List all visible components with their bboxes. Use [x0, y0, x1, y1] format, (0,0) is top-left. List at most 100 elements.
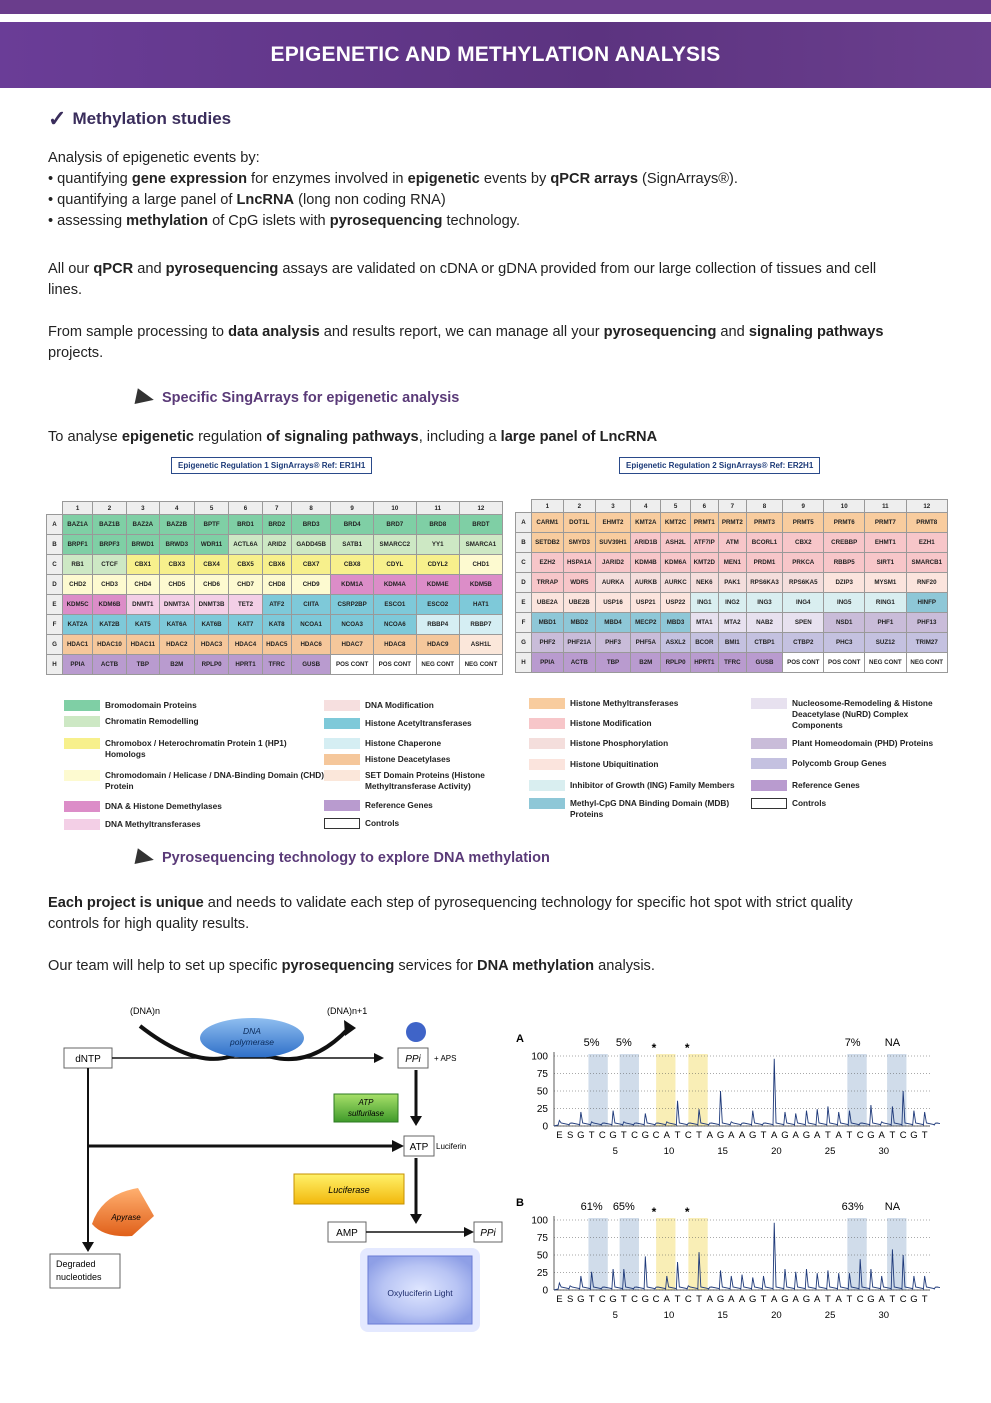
arrow-bullet-icon — [134, 388, 156, 408]
grid-cell: PPIA — [531, 652, 564, 673]
sequence-letter: S — [567, 1294, 573, 1305]
grid-cell: CHD2 — [61, 574, 94, 595]
grid-cell: KAT5 — [125, 614, 160, 635]
peak-annotation: 7% — [845, 1037, 861, 1049]
grid-row-header: B — [515, 532, 532, 553]
sequence-letter: G — [577, 1130, 584, 1141]
legend-item: Histone Methyltransferases — [529, 698, 739, 709]
grid-cell: KAT7 — [228, 614, 263, 635]
page-header: EPIGENETIC AND METHYLATION ANALYSIS — [0, 22, 991, 88]
grid-cell: POS CONT — [823, 652, 866, 673]
grid-cell: BAZ1A — [61, 514, 94, 535]
svg-text:PPi: PPi — [480, 1228, 496, 1239]
sequence-letter: G — [867, 1130, 874, 1141]
legend-item: Methyl-CpG DNA Binding Domain (MDB) Prot… — [529, 798, 739, 820]
sequence-letter: T — [922, 1130, 928, 1141]
grid-cell: NEG CONT — [864, 652, 907, 673]
grid-cell: HDAC6 — [290, 634, 332, 655]
sequence-letter: C — [685, 1130, 692, 1141]
peak-annotation: NA — [885, 1037, 901, 1049]
grid-cell: PHF5A — [630, 632, 662, 653]
grid-cell: PRMT7 — [864, 512, 907, 533]
grid-cell: CSRP2BP — [330, 594, 374, 615]
legend-swatch — [64, 738, 100, 749]
grid-cell: KMT2C — [660, 512, 691, 533]
legend-swatch — [751, 698, 787, 709]
legend-item: Controls — [324, 818, 524, 829]
grid-cell: ATF7IP — [689, 532, 719, 553]
grid-column-header: 2 — [562, 499, 596, 513]
highlight-band — [887, 1054, 907, 1126]
legend-item: DNA Methyltransferases — [64, 819, 304, 830]
grid-cell: RPLP0 — [660, 652, 691, 673]
grid-cell: HDAC3 — [193, 634, 230, 655]
section-title: Methylation studies — [72, 109, 232, 128]
grid-row-header: B — [46, 534, 63, 555]
grid-cell: NCOA1 — [290, 614, 332, 635]
sequence-letter: A — [664, 1130, 671, 1141]
sequence-letter: S — [567, 1130, 573, 1141]
sequence-letter: C — [685, 1294, 692, 1305]
sequence-letter: G — [749, 1130, 756, 1141]
grid-cell: PRMT2 — [717, 512, 747, 533]
section-methylation-studies: ✓ Methylation studies — [48, 106, 231, 132]
sequence-letter: T — [589, 1294, 595, 1305]
y-tick-label: 25 — [537, 1104, 549, 1115]
grid-cell: TBP — [594, 652, 632, 673]
grid-cell: CBX8 — [330, 554, 374, 575]
legend-item: SET Domain Proteins (Histone Methyltrans… — [324, 770, 524, 792]
grid-column-header: 11 — [415, 501, 460, 515]
legend-label: Chromodomain / Helicase / DNA-Binding Do… — [105, 770, 324, 791]
legend-item: Chromobox / Heterochromatin Protein 1 (H… — [64, 738, 304, 760]
grid-cell: CHD1 — [458, 554, 504, 575]
sequence-letter: A — [728, 1130, 735, 1141]
grid-cell: KDM4B — [630, 552, 662, 573]
subsection-title: Specific SingArrays for epigenetic analy… — [162, 390, 460, 406]
grid-cell: BRWD3 — [158, 534, 195, 555]
sequence-letter: A — [771, 1294, 778, 1305]
grid-row: A BAZ1A BAZ1B BAZ2A BAZ2B BPTF BRD1 BRD2 BRD3 BRD… — [46, 514, 504, 535]
grid-cell: RPS6KA5 — [782, 572, 825, 593]
x-tick-label: 10 — [664, 1310, 675, 1321]
grid-cell: USP22 — [660, 592, 691, 613]
grid-cell: ACTB — [92, 654, 127, 675]
grid-cell: TRIM27 — [905, 632, 949, 653]
subsection-title: Pyrosequencing technology to explore DNA… — [162, 850, 550, 866]
legend-swatch — [64, 819, 100, 830]
highlight-band — [847, 1218, 867, 1290]
highlight-band — [688, 1218, 708, 1290]
sequence-letter: G — [609, 1294, 616, 1305]
grid-column-header: 12 — [905, 499, 949, 513]
y-tick-label: 50 — [537, 1087, 549, 1098]
checkmark-icon: ✓ — [48, 106, 67, 131]
grid-row-header: G — [46, 634, 63, 655]
sequence-letter: T — [675, 1130, 681, 1141]
y-tick-label: 0 — [542, 1286, 548, 1297]
grid-cell: PRMT6 — [823, 512, 866, 533]
grid-cell: CDYL2 — [415, 554, 460, 575]
grid-cell: CTBP1 — [745, 632, 784, 653]
grid-cell: CBX6 — [261, 554, 292, 575]
sequence-letter: A — [878, 1130, 885, 1141]
grid-cell: DNMT3A — [158, 594, 195, 615]
x-tick-label: 25 — [825, 1310, 836, 1321]
legend-label: DNA Modification — [365, 700, 434, 710]
grid-cell: UBE2B — [562, 592, 596, 613]
grid-cell: BRPF3 — [92, 534, 127, 555]
grid-cell: EZH2 — [531, 552, 564, 573]
svg-text:polymerase: polymerase — [229, 1037, 274, 1047]
grid-cell: SMARCB1 — [905, 552, 949, 573]
grid-cell: KDM5B — [458, 574, 504, 595]
subsection-pyrosequencing: Pyrosequencing technology to explore DNA… — [134, 848, 550, 868]
sequence-letter: A — [814, 1294, 821, 1305]
legend-label: Nucleosome-Remodeling & Histone Deacetyl… — [792, 698, 933, 730]
legend-item: Reference Genes — [751, 780, 961, 791]
sequence-letter: C — [900, 1294, 907, 1305]
grid-cell: PRMT8 — [905, 512, 949, 533]
legend-label: Controls — [365, 818, 400, 828]
grid-column-header: 5 — [193, 501, 230, 515]
svg-text:Luciferin: Luciferin — [436, 1142, 466, 1151]
array-ref-label-2: Epigenetic Regulation 2 SignArrays® Ref:… — [619, 457, 821, 474]
peak-annotation: 5% — [616, 1037, 632, 1049]
sequence-letter: C — [857, 1130, 864, 1141]
